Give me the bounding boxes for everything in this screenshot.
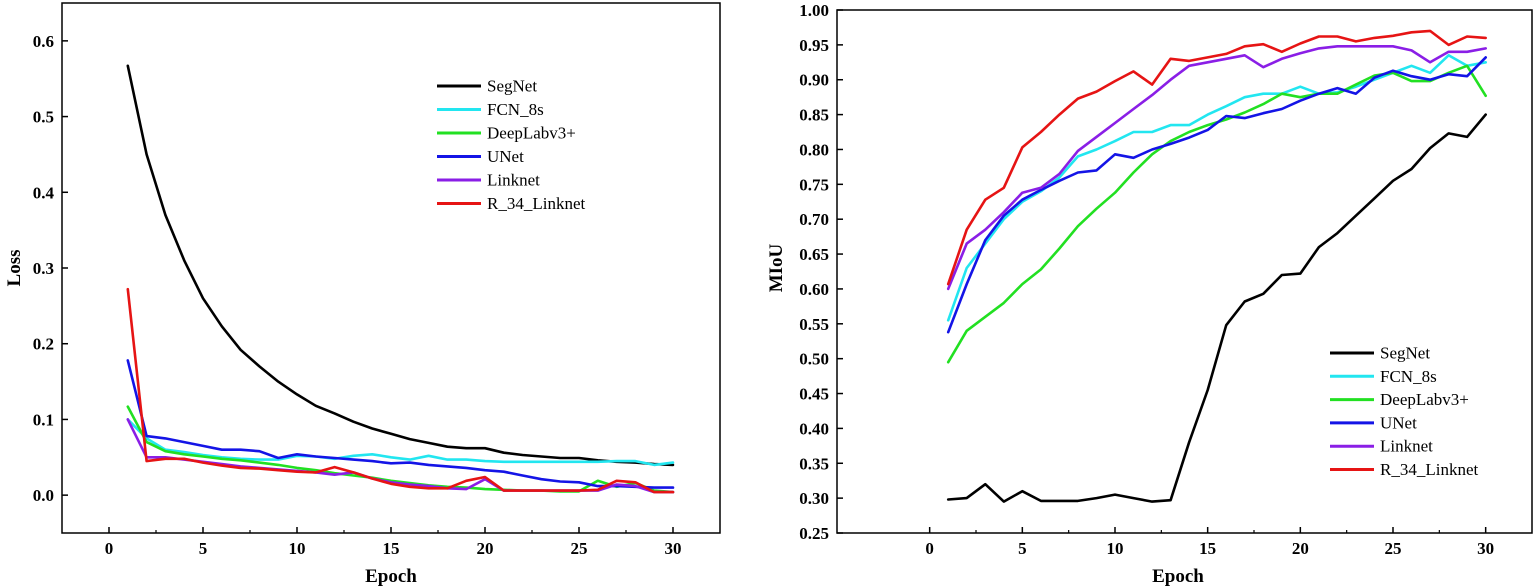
miou-legend-label-unet: UNet <box>1380 413 1417 432</box>
miou-plot-frame <box>836 9 1533 534</box>
miou-y-tick-label: 0.90 <box>799 71 829 90</box>
loss-series-line-segnet <box>126 64 675 467</box>
miou-x-tick-label: 25 <box>1385 539 1402 558</box>
miou-y-tick-label: 0.45 <box>799 385 829 404</box>
miou-y-tick-label: 0.40 <box>799 419 829 438</box>
miou-y-tick-label: 0.65 <box>799 245 829 264</box>
miou-y-tick-label: 1.00 <box>799 1 829 20</box>
loss-x-tick-label: 20 <box>477 539 494 558</box>
miou-y-tick-label: 0.35 <box>799 454 829 473</box>
loss-x-tick-label: 30 <box>665 539 682 558</box>
loss-legend-label-fcn-8s: FCN_8s <box>487 100 544 119</box>
miou-legend-label-linknet: Linknet <box>1380 437 1433 456</box>
miou-chart-panel: 0 5 10 15 20 25 30 0.25 0.30 0.35 0.40 0.45 0.50 0.5… <box>766 1 1533 587</box>
loss-x-tick-label: 25 <box>571 539 588 558</box>
miou-series-line-linknet <box>946 44 1487 291</box>
loss-y-tick-label: 0.5 <box>33 108 54 127</box>
miou-y-tick-label: 0.95 <box>799 36 829 55</box>
miou-y-tick-label: 0.55 <box>799 315 829 334</box>
loss-series-lines <box>126 64 675 494</box>
loss-legend-label-unet: UNet <box>487 147 524 166</box>
loss-y-tick-label: 0.6 <box>33 32 54 51</box>
loss-x-tick-label: 0 <box>105 539 114 558</box>
loss-legend: SegNet FCN_8s DeepLabv3+ UNet Linknet R_34_Li… <box>437 77 585 213</box>
miou-legend-label-fcn-8s: FCN_8s <box>1380 367 1437 386</box>
miou-y-tick-label: 0.80 <box>799 140 829 159</box>
loss-x-tick-label: 10 <box>289 539 306 558</box>
miou-legend-label-r-34-linknet: R_34_Linknet <box>1380 460 1478 479</box>
miou-y-tick-label: 0.25 <box>799 524 829 543</box>
miou-y-tick-label: 0.50 <box>799 350 829 369</box>
loss-legend-label-segnet: SegNet <box>487 77 537 96</box>
miou-y-tick-label: 0.60 <box>799 280 829 299</box>
loss-series-line-r-34-linknet <box>126 287 675 494</box>
miou-legend-label-deeplabv3: DeepLabv3+ <box>1380 390 1469 409</box>
miou-y-tick-label: 0.70 <box>799 210 829 229</box>
miou-x-tick-label: 10 <box>1107 539 1124 558</box>
miou-legend-label-segnet: SegNet <box>1380 344 1430 363</box>
loss-legend-label-deeplabv3: DeepLabv3+ <box>487 124 576 143</box>
loss-x-ticks: 0 5 10 15 20 25 30 <box>105 527 682 558</box>
loss-y-ticks: 0.0 0.1 0.2 0.3 0.4 0.5 0.6 <box>33 32 68 505</box>
miou-legend: SegNet FCN_8s DeepLabv3+ UNet Linknet R_34_Li… <box>1330 344 1478 479</box>
loss-series-line-deeplabv3 <box>126 405 675 494</box>
miou-y-tick-label: 0.85 <box>799 106 829 125</box>
miou-x-tick-label: 20 <box>1292 539 1309 558</box>
loss-series-line-fcn-8s <box>126 418 675 467</box>
miou-series-lines <box>946 29 1487 503</box>
loss-y-tick-label: 0.4 <box>33 183 55 202</box>
miou-series-line-r-34-linknet <box>946 29 1487 286</box>
miou-y-axis-title: MIoU <box>766 243 787 292</box>
loss-y-tick-label: 0.0 <box>33 486 54 505</box>
miou-y-tick-label: 0.30 <box>799 489 829 508</box>
loss-x-tick-label: 5 <box>199 539 208 558</box>
loss-x-axis-title: Epoch <box>365 566 417 587</box>
loss-y-axis-title: Loss <box>4 250 25 287</box>
miou-x-axis-title: Epoch <box>1152 566 1204 587</box>
loss-y-tick-label: 0.2 <box>33 335 54 354</box>
loss-x-tick-label: 15 <box>383 539 400 558</box>
loss-series-line-unet <box>126 359 675 489</box>
loss-chart-panel: 0 5 10 15 20 25 30 0.0 0.1 0.2 0.3 0.4 0.5 0.6 Epoch… <box>4 2 721 587</box>
miou-y-tick-label: 0.75 <box>799 175 829 194</box>
miou-x-ticks: 0 5 10 15 20 25 30 <box>925 527 1494 558</box>
miou-series-line-segnet <box>946 113 1487 503</box>
loss-legend-label-linknet: Linknet <box>487 171 540 190</box>
miou-x-tick-label: 5 <box>1018 539 1027 558</box>
loss-y-tick-label: 0.3 <box>33 259 54 278</box>
miou-x-tick-label: 30 <box>1477 539 1494 558</box>
miou-y-ticks: 0.25 0.30 0.35 0.40 0.45 0.50 0.55 0.60 0.65 0.70… <box>799 1 843 543</box>
miou-series-line-unet <box>946 56 1487 334</box>
loss-plot-frame <box>61 2 721 534</box>
miou-x-tick-label: 15 <box>1199 539 1216 558</box>
miou-x-tick-label: 0 <box>925 539 934 558</box>
loss-legend-label-r-34-linknet: R_34_Linknet <box>487 194 585 213</box>
loss-y-tick-label: 0.1 <box>33 410 54 429</box>
